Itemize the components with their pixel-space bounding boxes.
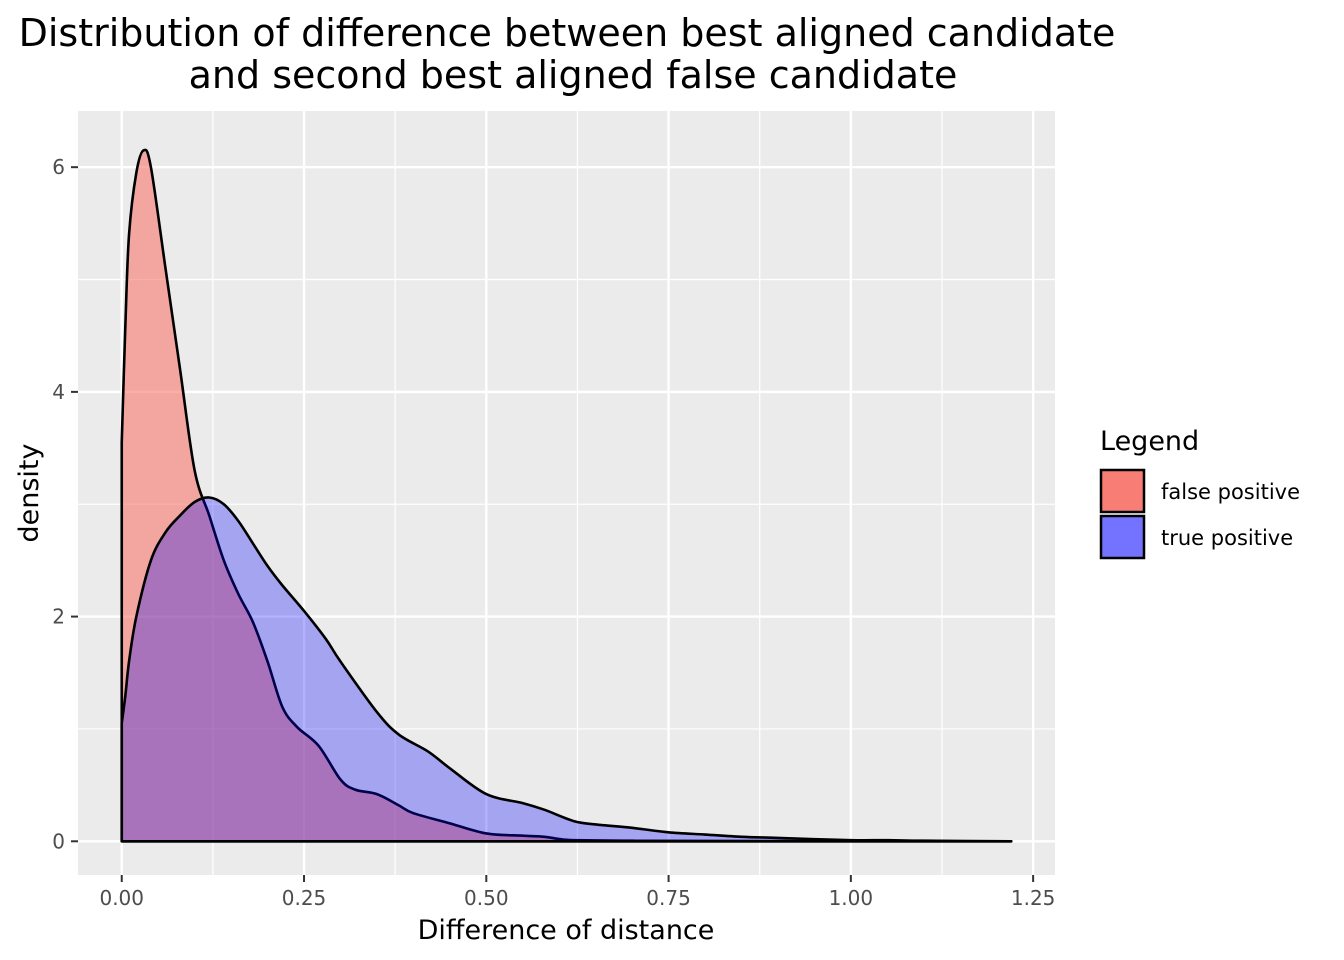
y-axis-label: density <box>14 443 45 542</box>
y-tick-label: 6 <box>52 155 65 179</box>
chart-title-line-2: and second best aligned false candidate <box>189 53 958 97</box>
x-tick-label: 0.50 <box>464 886 509 910</box>
legend-key-false-positive <box>1099 468 1146 514</box>
x-axis: 0.00 0.25 0.50 0.75 1.00 1.25 <box>99 875 1055 910</box>
y-axis: 0 2 4 6 <box>52 155 78 853</box>
x-axis-label: Difference of distance <box>418 915 715 946</box>
y-tick-label: 4 <box>52 380 65 404</box>
x-tick-label: 1.00 <box>829 886 874 910</box>
legend-label-true-positive: true positive <box>1161 526 1293 550</box>
chart-title-line-1: Distribution of difference between best … <box>19 11 1116 55</box>
series-layer <box>120 148 1013 843</box>
legend-key-true-positive <box>1099 514 1146 560</box>
x-tick-label: 0.25 <box>282 886 327 910</box>
x-tick-label: 1.25 <box>1011 886 1056 910</box>
y-tick-label: 0 <box>52 829 65 853</box>
x-tick-label: 0.75 <box>646 886 691 910</box>
density-area-true-positive <box>120 496 1013 843</box>
density-area-false-positive <box>120 148 1013 843</box>
legend-title: Legend <box>1100 426 1199 457</box>
grid-minor <box>78 111 1055 875</box>
y-tick-label: 2 <box>52 605 65 629</box>
chart-title: Distribution of difference between best … <box>19 11 1116 97</box>
legend: Legend false positive true positive <box>1099 426 1300 560</box>
x-tick-label: 0.00 <box>99 886 144 910</box>
legend-label-false-positive: false positive <box>1161 480 1300 504</box>
